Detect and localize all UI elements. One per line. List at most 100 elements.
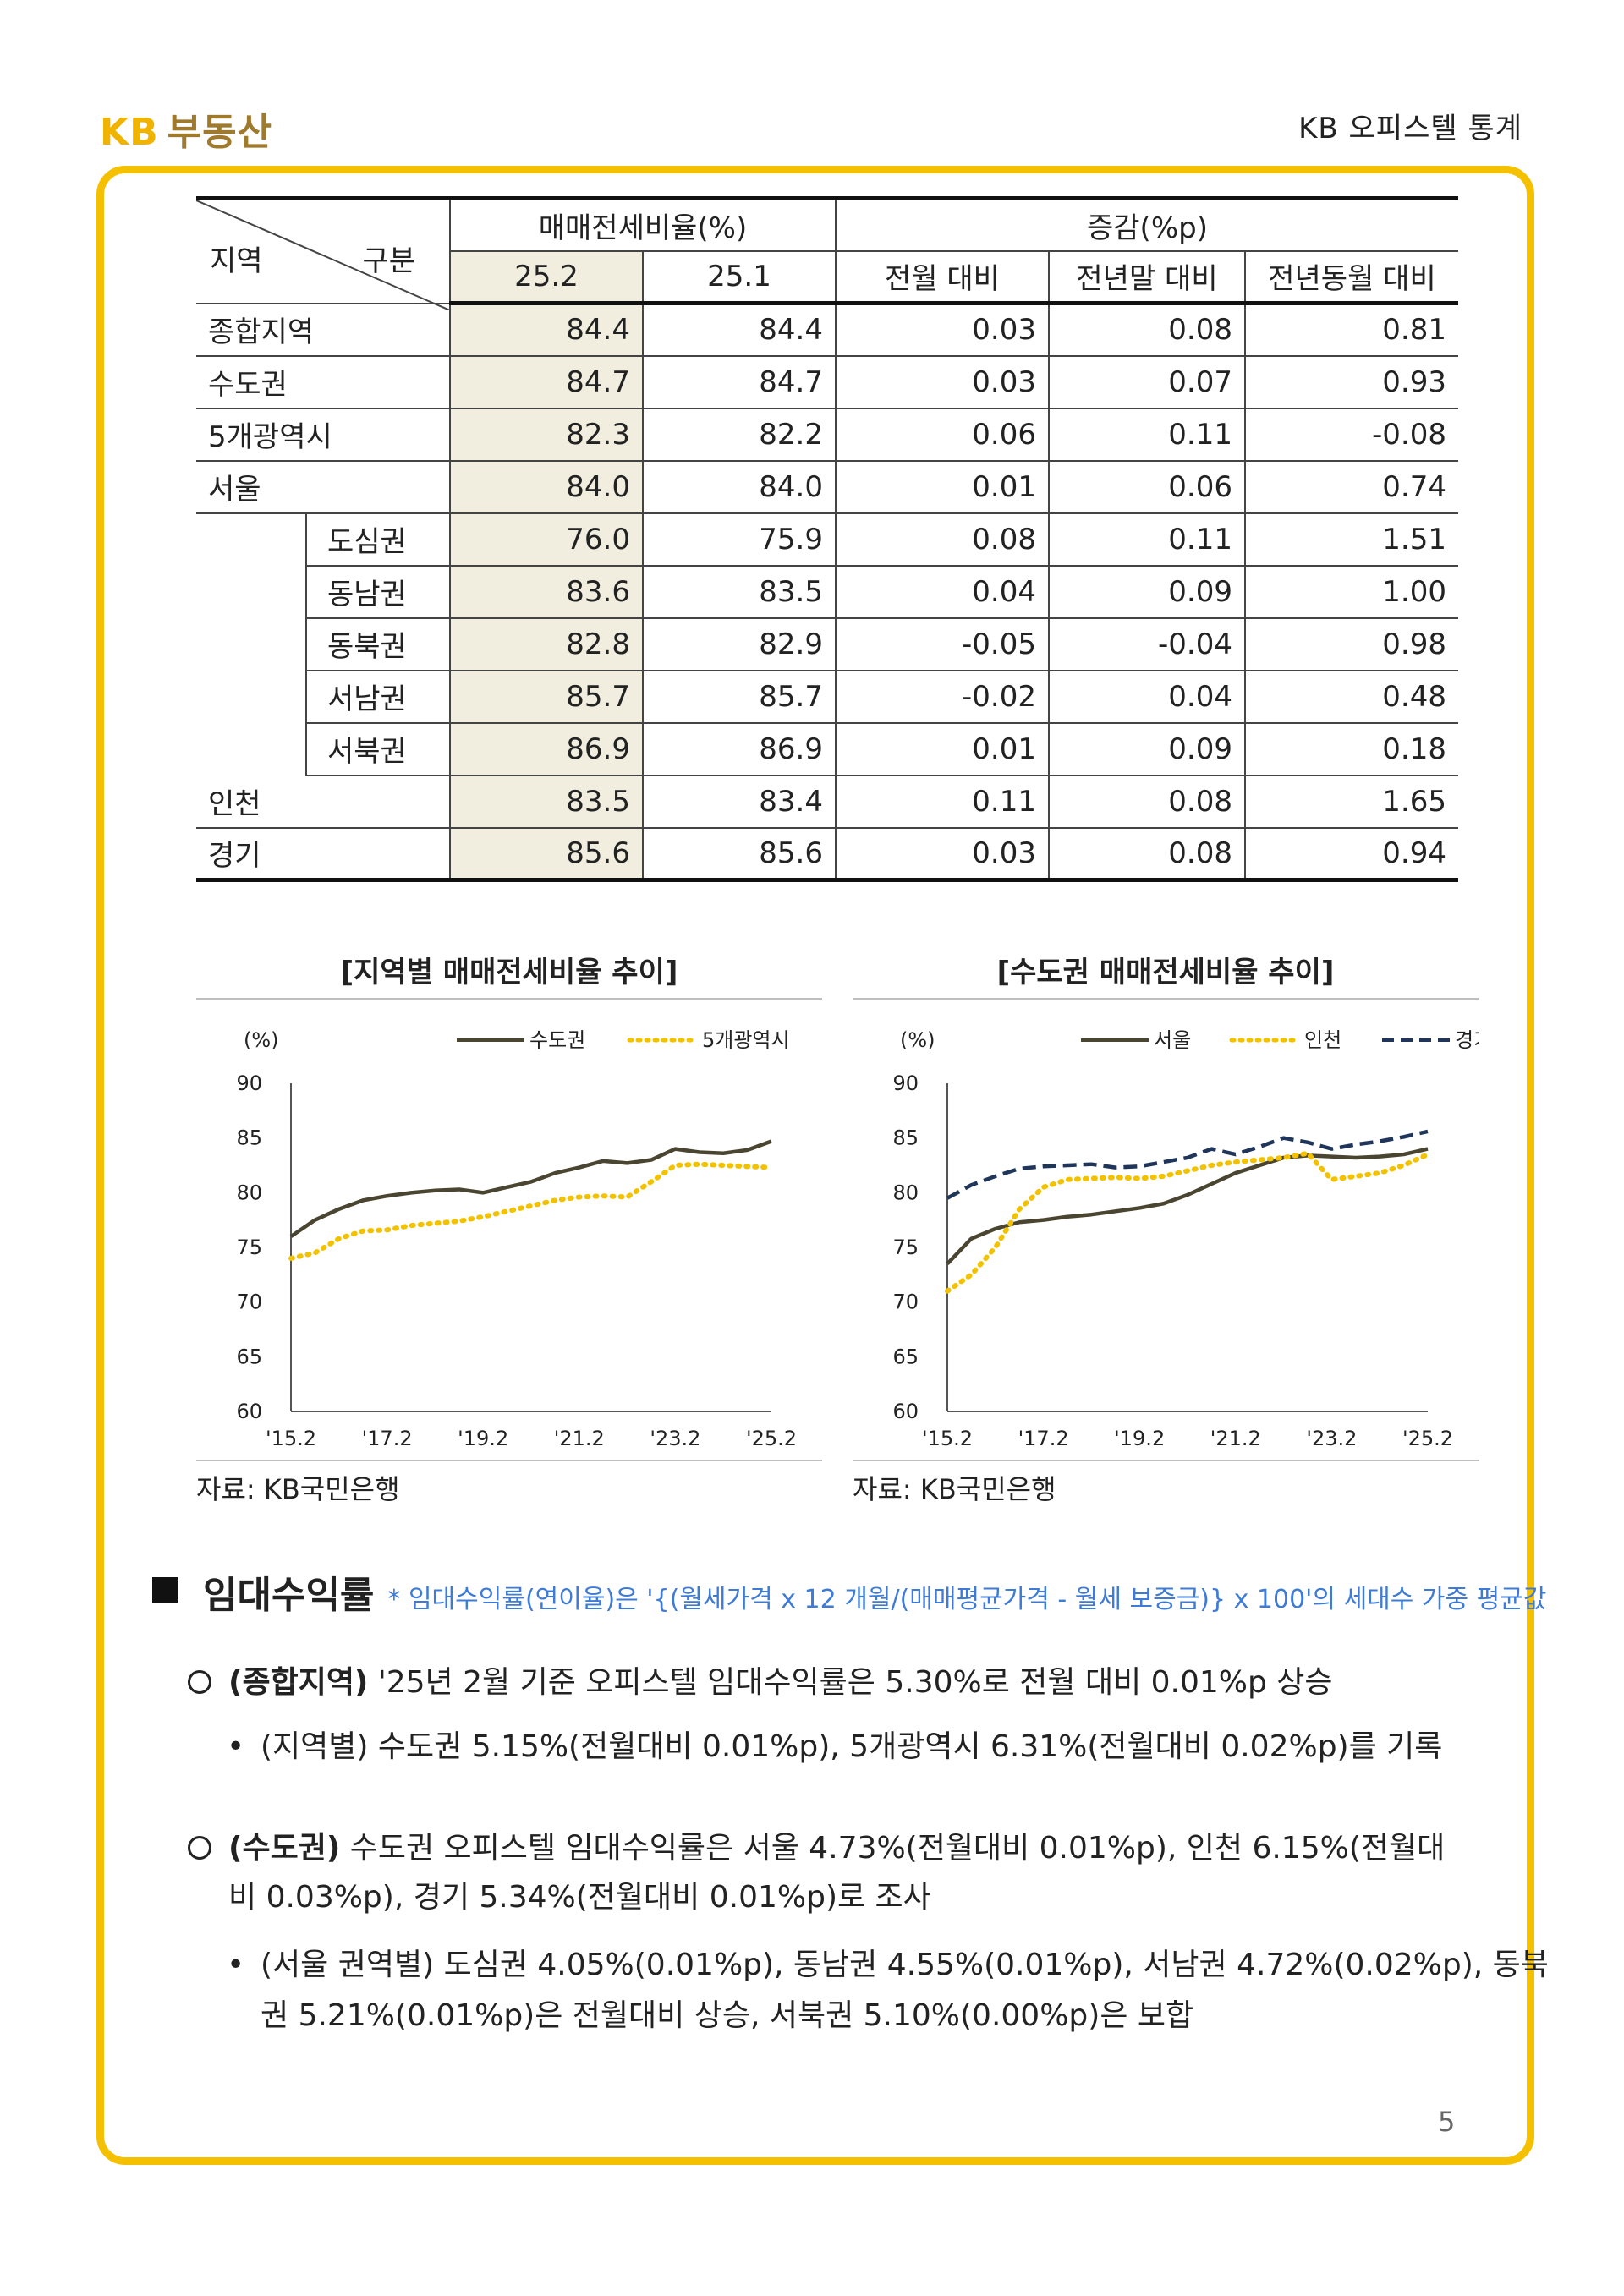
chart-title-metro: [수도권 매매전세비율 추이]	[996, 956, 1335, 989]
table-cell: 82.8	[449, 617, 643, 671]
row-sub-label: 서남권	[305, 670, 450, 724]
row-label: 수도권	[196, 355, 450, 409]
series-line-5개광역시	[288, 1161, 774, 1261]
y-tick-label: 75	[236, 1236, 262, 1259]
table-cell: 0.03	[835, 827, 1049, 882]
page-frame	[96, 166, 1534, 2165]
row-label: 서울	[196, 460, 450, 514]
series-line-수도권	[289, 1139, 772, 1238]
chart-source: 자료: KB국민은행	[853, 1473, 1056, 1505]
y-tick-label: 70	[236, 1290, 262, 1314]
table-cell: 84.0	[449, 460, 643, 514]
paragraph-text: 수도권 오피스텔 임대수익률은 서울 4.73%(전월대비 0.01%p), 인…	[340, 1831, 1446, 1866]
table-cell: 1.65	[1244, 775, 1458, 829]
circle-bullet-icon	[188, 1670, 211, 1694]
col-header: 25.1	[642, 250, 836, 305]
table-cell: 86.9	[642, 722, 836, 776]
bullet-by-region: • (지역별) 수도권 5.15%(전월대비 0.01%p), 5개광역시 6.3…	[227, 1722, 1442, 1773]
table-cell: 0.08	[1048, 775, 1245, 829]
y-tick-label: 65	[892, 1345, 919, 1368]
legend-label: 인천	[1304, 1028, 1341, 1052]
table-cell: 0.09	[1048, 722, 1245, 776]
page-number: 5	[1438, 2106, 1456, 2138]
document-title: KB 오피스텔 통계	[1298, 112, 1522, 145]
table-cell: 85.7	[449, 670, 643, 724]
table-cell: 0.07	[1048, 355, 1245, 409]
x-tick-label: '23.2	[650, 1427, 700, 1450]
table-cell: 0.08	[835, 512, 1049, 567]
y-tick-label: 90	[236, 1071, 262, 1095]
table-cell: -0.08	[1244, 408, 1458, 462]
row-label: 종합지역	[196, 303, 450, 357]
paragraph-label: (수도권)	[228, 1831, 341, 1866]
col-header: 25.2	[449, 250, 643, 305]
x-tick-label: '21.2	[1210, 1427, 1261, 1450]
col-header: 전년말 대비	[1048, 250, 1245, 305]
table-cell: 0.11	[1048, 512, 1245, 567]
table-cell: 0.03	[835, 355, 1049, 409]
chart-title-region: [지역별 매매전세비율 추이]	[340, 956, 678, 989]
chart-region-ratio: (%) 90 85 80 75 70 65 60'15.2 '17.2 '19.2 '21.2 '23…	[236, 1028, 797, 1450]
x-tick-label: '25.2	[746, 1427, 797, 1450]
series-line-경기	[946, 1129, 1429, 1200]
table-cell: 0.74	[1244, 460, 1458, 514]
table-cell: 84.0	[642, 460, 836, 514]
y-tick-label: 70	[892, 1290, 919, 1314]
table-row: 동북권 82.8 82.9 -0.05 -0.04 0.98	[196, 617, 1458, 671]
circle-bullet-icon	[188, 1836, 211, 1860]
table-cell: 85.6	[449, 827, 643, 882]
section-title: 임대수익률	[203, 1574, 375, 1617]
row-indent	[196, 566, 306, 618]
y-tick-label: 60	[892, 1400, 919, 1423]
ratio-table: 지역 구분 매매전세비율(%) 증감(%p) 25.2 25.1 전월 대비 전…	[196, 196, 1458, 882]
table-corner-header: 지역 구분	[196, 196, 450, 310]
y-tick-label: 85	[892, 1126, 919, 1150]
paragraph-text: '25년 2월 기준 오피스텔 임대수익률은 5.30%로 전월 대비 0.01…	[368, 1665, 1333, 1700]
table-cell: -0.05	[835, 617, 1049, 671]
table-cell: 0.09	[1048, 565, 1245, 619]
x-tick-label: '21.2	[554, 1427, 605, 1450]
corner-region-label: 지역	[210, 244, 263, 278]
section-header: 임대수익률 * 임대수익률(연이율)은 '{(월세가격 x 12 개월/(매매평균…	[152, 1564, 1546, 1619]
table-cell: 0.01	[835, 460, 1049, 514]
x-tick-label: '17.2	[1018, 1427, 1069, 1450]
brand-logo: KB 부동산	[100, 101, 272, 156]
table-row: 인천 83.5 83.4 0.11 0.08 1.65	[196, 775, 1458, 829]
table-cell: 76.0	[449, 512, 643, 567]
bullet-seoul-district: • (서울 권역별) 도심권 4.05%(0.01%p), 동남권 4.55%(0…	[227, 1940, 1549, 1991]
y-tick-label: 65	[236, 1345, 262, 1368]
x-tick-label: '17.2	[362, 1427, 413, 1450]
table-cell: 84.4	[642, 303, 836, 357]
table-cell: 86.9	[449, 722, 643, 776]
row-indent	[196, 671, 306, 723]
chart-rule-top	[853, 998, 1479, 1000]
x-tick-label: '25.2	[1402, 1427, 1453, 1450]
paragraph-metro-cont: 비 0.03%p), 경기 5.34%(전월대비 0.01%p)로 조사	[228, 1880, 931, 1915]
table-cell: 0.11	[1048, 408, 1245, 462]
y-tick-label: 90	[892, 1071, 919, 1095]
table-row: 동남권 83.6 83.5 0.04 0.09 1.00	[196, 565, 1458, 619]
table-cell: 0.98	[1244, 617, 1458, 671]
table-row: 서남권 85.7 85.7 -0.02 0.04 0.48	[196, 670, 1458, 724]
bullet-text: (지역별) 수도권 5.15%(전월대비 0.01%p), 5개광역시 6.31…	[261, 1729, 1443, 1764]
table-cell: -0.04	[1048, 617, 1245, 671]
row-label: 인천	[196, 775, 450, 829]
row-label: 5개광역시	[196, 408, 450, 462]
bullet-text: (서울 권역별) 도심권 4.05%(0.01%p), 동남권 4.55%(0.…	[261, 1948, 1549, 1982]
col-header: 전년동월 대비	[1244, 250, 1458, 305]
table-cell: 83.4	[642, 775, 836, 829]
chart-metro-ratio: (%) 90 85 80 75 70 65 60'15.2 '17.2 '19.2 '21.2 '23…	[892, 1028, 1479, 1450]
table-cell: 0.08	[1048, 827, 1245, 882]
table-cell: 84.7	[642, 355, 836, 409]
table-cell: 0.08	[1048, 303, 1245, 357]
table-row: 서북권 86.9 86.9 0.01 0.09 0.18	[196, 722, 1458, 776]
y-tick-label: 85	[236, 1126, 262, 1150]
table-row: 수도권 84.7 84.7 0.03 0.07 0.93	[196, 355, 1458, 409]
table-cell: 0.06	[1048, 460, 1245, 514]
table-row: 도심권 76.0 75.9 0.08 0.11 1.51	[196, 512, 1458, 567]
x-tick-label: '15.2	[922, 1427, 973, 1450]
y-tick-label: 80	[236, 1181, 262, 1204]
legend-label: 경기	[1455, 1028, 1479, 1052]
y-axis-label: (%)	[900, 1028, 935, 1052]
y-tick-label: 75	[892, 1236, 919, 1259]
